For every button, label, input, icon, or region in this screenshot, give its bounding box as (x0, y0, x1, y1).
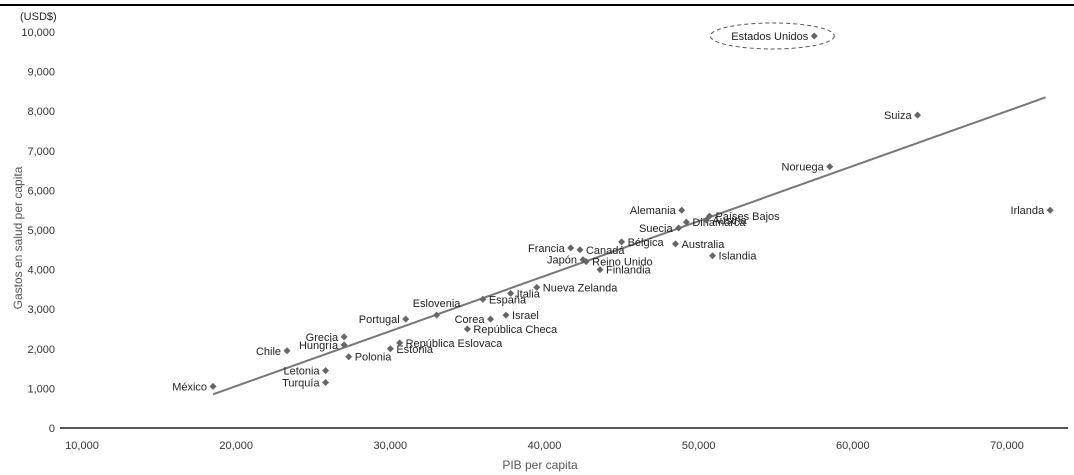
unit-label: (USD$) (20, 11, 57, 23)
data-point-label: Países Bajos (715, 211, 780, 223)
data-point-label: Letonia (283, 366, 320, 378)
data-point-label: Suecia (639, 223, 674, 235)
data-point-label: Bélgica (628, 237, 665, 249)
data-point-label: Austria (712, 215, 747, 227)
data-point-label: Suiza (884, 110, 912, 122)
data-point-label: República Eslovaca (406, 338, 503, 350)
data-point-label: Nueva Zelanda (543, 282, 618, 294)
data-point-label: Reino Unido (592, 257, 653, 269)
y-tick-label: 8,000 (27, 106, 55, 118)
y-tick-label: 0 (49, 423, 55, 435)
highlight-ellipse (709, 22, 835, 50)
data-point-marker (675, 224, 683, 232)
x-tick-label: 20,000 (219, 440, 253, 452)
data-point-marker (576, 246, 584, 254)
data-point-marker (502, 311, 510, 319)
data-point-label: Polonia (355, 352, 393, 364)
data-point-marker (579, 256, 587, 264)
data-point-label: Japón (547, 255, 577, 267)
data-point-label: México (172, 381, 207, 393)
data-point-label: Estonia (396, 344, 434, 356)
data-point-marker (340, 333, 348, 341)
data-point-marker (345, 353, 353, 361)
data-point-label: Estados Unidos (731, 31, 809, 43)
data-point-label: Portugal (359, 314, 400, 326)
data-point-marker (705, 212, 713, 220)
data-point-marker (914, 111, 922, 119)
y-tick-label: 4,000 (27, 265, 55, 277)
y-tick-label: 7,000 (27, 146, 55, 158)
data-point-marker (826, 163, 834, 171)
data-point-marker (596, 266, 604, 274)
x-tick-label: 10,000 (65, 440, 99, 452)
data-point-label: Turquía (282, 377, 320, 389)
y-tick-label: 5,000 (27, 225, 55, 237)
data-point-marker (682, 218, 690, 226)
data-point-marker (283, 347, 291, 355)
data-point-label: Israel (512, 310, 539, 322)
data-point-marker (396, 339, 404, 347)
x-tick-label: 60,000 (836, 440, 870, 452)
data-point-label: Irlanda (1011, 205, 1046, 217)
data-point-label: Francia (528, 243, 566, 255)
data-point-marker (533, 283, 541, 291)
data-point-marker (709, 252, 717, 260)
data-point-marker (433, 311, 441, 319)
axes-group: 0 1,000 2,000 3,000 4,000 5,000 6,000 7,000 8,00… (21, 27, 1068, 452)
data-point-marker (386, 345, 394, 353)
data-point-marker (322, 367, 330, 375)
x-tick-label: 70,000 (990, 440, 1024, 452)
data-point-marker (810, 32, 818, 40)
y-tick-label: 10,000 (21, 27, 55, 39)
data-point-label: Alemania (630, 205, 677, 217)
data-point-marker (678, 206, 686, 214)
data-point-marker (1046, 206, 1054, 214)
y-tick-label: 2,000 (27, 344, 55, 356)
data-point-marker (479, 295, 487, 303)
data-point-marker (463, 325, 471, 333)
trendline-group (212, 96, 1046, 396)
data-point-label: Grecia (306, 332, 339, 344)
data-point-label: República Checa (473, 324, 558, 336)
data-point-label: Finlandia (606, 265, 652, 277)
x-tick-label: 30,000 (374, 440, 408, 452)
data-point-marker (672, 240, 680, 248)
data-point-label: España (489, 294, 527, 306)
y-axis-label: Gastos en salud per capita (11, 166, 25, 309)
data-point-marker (322, 378, 330, 386)
data-point-marker (209, 382, 217, 390)
y-tick-label: 1,000 (27, 383, 55, 395)
trendline (212, 96, 1046, 396)
y-tick-label: 9,000 (27, 67, 55, 79)
data-point-label: Australia (682, 239, 726, 251)
data-point-label: Noruega (782, 162, 825, 174)
data-point-label: Italia (517, 288, 541, 300)
x-tick-label: 50,000 (682, 440, 716, 452)
y-tick-label: 6,000 (27, 185, 55, 197)
x-tick-label: 40,000 (528, 440, 562, 452)
data-point-marker (402, 315, 410, 323)
y-tick-label: 3,000 (27, 304, 55, 316)
data-point-marker (702, 216, 710, 224)
data-point-label: Canadá (586, 245, 625, 257)
data-point-marker (618, 238, 626, 246)
x-axis-label: PIB per capita (502, 458, 578, 472)
data-point-marker (340, 341, 348, 349)
data-point-label: Eslovenia (413, 298, 462, 310)
data-point-label: Islandia (719, 251, 758, 263)
data-point-label: Chile (256, 346, 281, 358)
data-point-marker (487, 315, 495, 323)
data-point-marker (507, 289, 515, 297)
data-point-label: Corea (455, 314, 486, 326)
data-point-marker (567, 244, 575, 252)
data-point-label: Hungría (299, 340, 339, 352)
